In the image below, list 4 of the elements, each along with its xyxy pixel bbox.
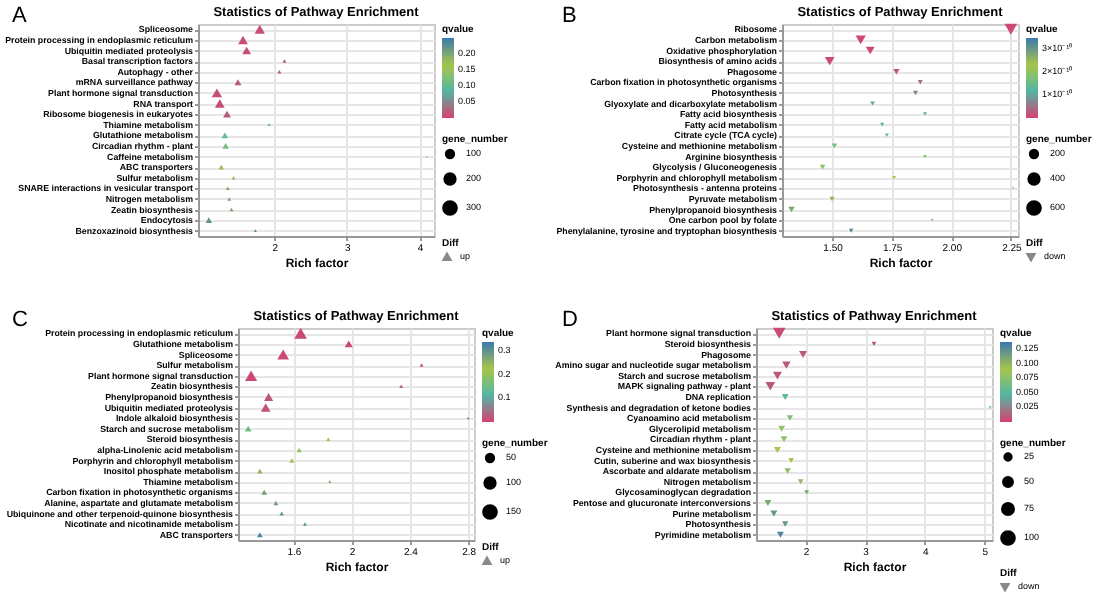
text: C — [12, 308, 28, 332]
text: A — [12, 4, 27, 28]
text: B — [562, 4, 577, 28]
text: D — [562, 308, 578, 332]
